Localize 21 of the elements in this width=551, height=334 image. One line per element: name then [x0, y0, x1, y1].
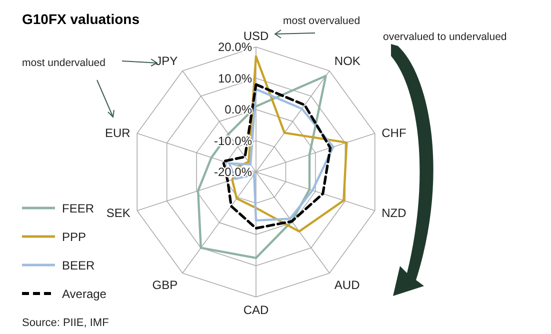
spoke-label: USD [243, 29, 269, 43]
spoke-label: CAD [243, 303, 269, 317]
spoke-label: NOK [334, 54, 360, 68]
y-tick-label: 20.0% [218, 40, 252, 54]
legend-label: PPP [62, 230, 86, 244]
chart-title: G10FX valuations [22, 11, 140, 27]
legend-label: FEER [62, 202, 94, 216]
legend-label: Average [62, 287, 107, 301]
spoke-label: NZD [382, 206, 407, 220]
spoke-label: GBP [152, 278, 178, 292]
y-tick-label: 10.0% [218, 71, 252, 86]
legend-label: BEER [62, 258, 96, 272]
spoke-label: SEK [106, 206, 130, 220]
spoke-label: EUR [105, 126, 131, 140]
text: most undervalued [22, 57, 106, 69]
source-note: Source: PIIE, IMF [22, 317, 110, 329]
text: most overvalued [283, 15, 360, 27]
text: overvalued to undervalued [383, 31, 507, 43]
spoke-label: JPY [156, 54, 178, 68]
spoke-label: CHF [382, 126, 406, 140]
spoke-label: AUD [334, 278, 360, 292]
